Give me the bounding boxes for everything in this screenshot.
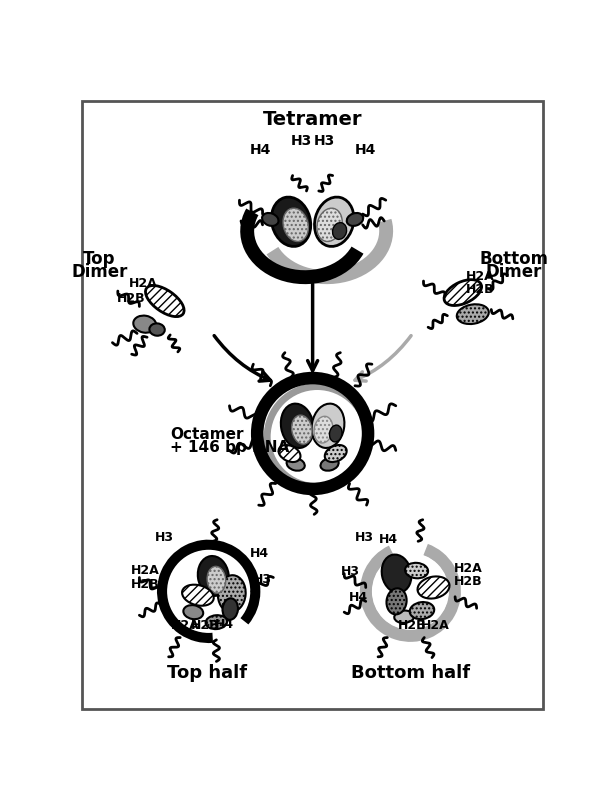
Ellipse shape: [281, 403, 314, 448]
Ellipse shape: [315, 197, 354, 246]
Ellipse shape: [332, 223, 346, 239]
Text: Dimer: Dimer: [486, 263, 542, 282]
Ellipse shape: [279, 445, 301, 462]
Ellipse shape: [223, 598, 238, 620]
Ellipse shape: [387, 589, 407, 614]
Ellipse shape: [184, 605, 203, 619]
Ellipse shape: [145, 286, 184, 317]
Ellipse shape: [444, 280, 481, 306]
Text: Dimer: Dimer: [71, 263, 127, 282]
Text: H4: H4: [348, 590, 368, 604]
Ellipse shape: [382, 554, 411, 593]
Ellipse shape: [405, 563, 428, 578]
Ellipse shape: [417, 577, 450, 598]
Text: H4: H4: [379, 533, 398, 546]
Text: H2B: H2B: [454, 575, 483, 588]
Text: H4: H4: [215, 618, 234, 630]
Ellipse shape: [206, 615, 227, 629]
Ellipse shape: [182, 585, 214, 606]
Ellipse shape: [271, 197, 310, 246]
Ellipse shape: [262, 213, 279, 226]
Text: H3: H3: [341, 565, 360, 578]
Circle shape: [257, 378, 368, 489]
Text: Tetramer: Tetramer: [263, 110, 362, 129]
Ellipse shape: [312, 403, 345, 448]
Ellipse shape: [457, 304, 489, 324]
Text: Top half: Top half: [167, 663, 247, 682]
Text: H3: H3: [156, 531, 174, 545]
Ellipse shape: [149, 323, 165, 336]
Text: H2B: H2B: [117, 292, 146, 305]
Text: H2A: H2A: [466, 269, 495, 282]
Text: H3: H3: [314, 134, 335, 148]
Text: H2A: H2A: [421, 619, 450, 632]
Text: Bottom: Bottom: [479, 250, 548, 268]
Text: Bottom half: Bottom half: [351, 663, 470, 682]
Text: Top: Top: [83, 250, 115, 268]
Circle shape: [167, 549, 250, 633]
Text: H4: H4: [250, 547, 269, 560]
Text: H2A: H2A: [171, 619, 200, 632]
Ellipse shape: [325, 445, 346, 462]
Ellipse shape: [346, 213, 363, 226]
Ellipse shape: [394, 610, 414, 623]
Ellipse shape: [207, 566, 226, 593]
Ellipse shape: [198, 556, 229, 596]
Text: H2A: H2A: [131, 564, 160, 577]
Ellipse shape: [287, 458, 305, 471]
Ellipse shape: [134, 315, 156, 333]
Text: H3: H3: [290, 134, 312, 148]
Ellipse shape: [283, 209, 309, 241]
Text: Octamer: Octamer: [170, 427, 243, 442]
Ellipse shape: [410, 602, 434, 619]
Text: H4: H4: [249, 143, 271, 157]
Text: H3: H3: [355, 531, 374, 545]
Ellipse shape: [317, 209, 342, 241]
Ellipse shape: [314, 416, 333, 443]
Text: H2B: H2B: [192, 619, 220, 632]
Text: + 146 bp DNA: + 146 bp DNA: [170, 440, 289, 455]
Ellipse shape: [320, 458, 339, 471]
Text: H2B: H2B: [398, 619, 426, 632]
Text: H2A: H2A: [454, 562, 483, 575]
Text: H3: H3: [253, 573, 272, 586]
Text: H2B: H2B: [466, 282, 495, 296]
Circle shape: [372, 553, 449, 630]
Ellipse shape: [292, 415, 312, 444]
Ellipse shape: [218, 575, 246, 612]
Text: H4: H4: [354, 143, 376, 157]
Ellipse shape: [329, 425, 342, 442]
Text: H2A: H2A: [129, 277, 157, 290]
Text: H2B: H2B: [131, 577, 160, 590]
